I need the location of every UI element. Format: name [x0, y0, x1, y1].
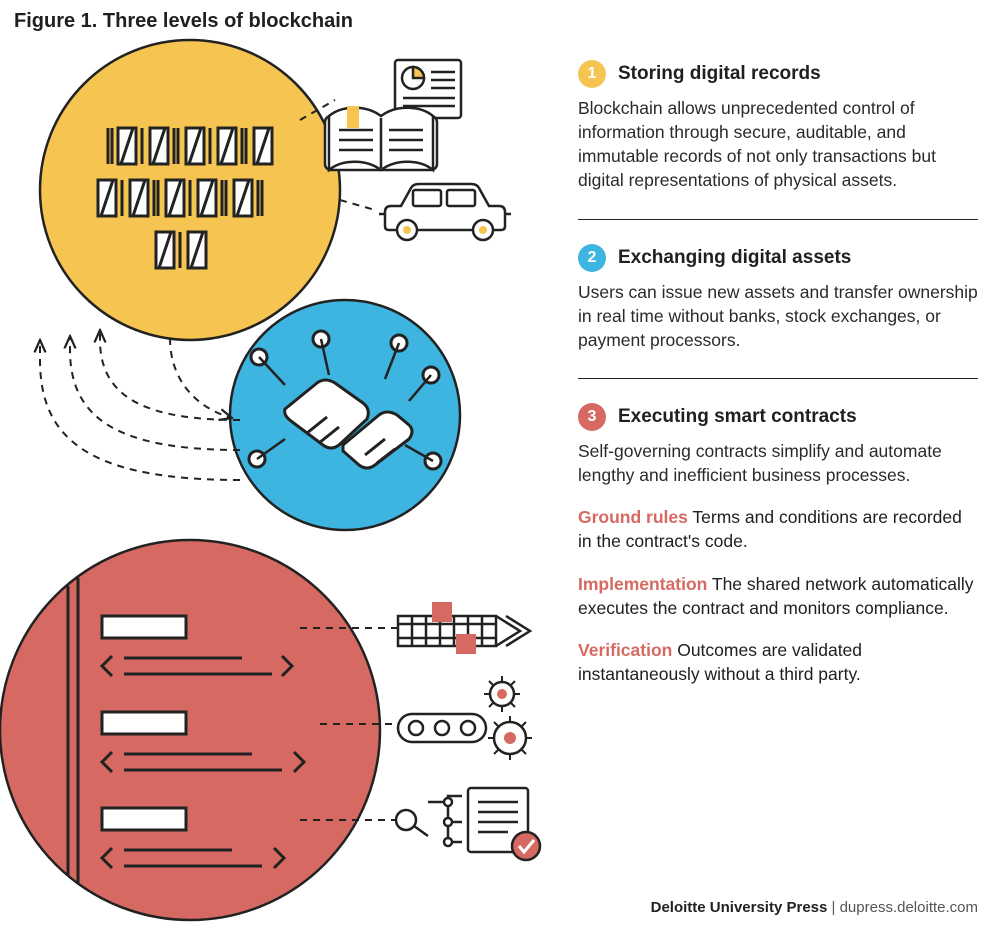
section-1: 1 Storing digital records Blockchain all…	[578, 60, 978, 193]
footer: Deloitte University Press | dupress.delo…	[651, 899, 978, 916]
section1-body: Blockchain allows unprecedented control …	[578, 96, 978, 193]
verify-icon	[396, 788, 540, 860]
sub-verification: Verification Outcomes are validated inst…	[578, 638, 978, 686]
section3-body: Self-governing contracts simplify and au…	[578, 439, 978, 487]
sub-ground-rules: Ground rules Terms and conditions are re…	[578, 505, 978, 553]
diagram-canvas	[0, 0, 560, 926]
section-2: 2 Exchanging digital assets Users can is…	[578, 244, 978, 352]
divider	[578, 378, 978, 379]
car-icon	[379, 184, 511, 240]
rules-icon	[398, 602, 530, 654]
level2-exchange	[230, 300, 460, 530]
divider	[578, 219, 978, 220]
section2-title: Exchanging digital assets	[618, 247, 851, 269]
section-3: 3 Executing smart contracts Self-governi…	[578, 403, 978, 686]
badge-1: 1	[578, 60, 606, 88]
sub-implementation: Implementation The shared network automa…	[578, 572, 978, 620]
section2-body: Users can issue new assets and transfer …	[578, 280, 978, 352]
process-icon	[398, 676, 532, 760]
badge-3: 3	[578, 403, 606, 431]
text-column: 1 Storing digital records Blockchain all…	[578, 60, 978, 712]
level3-contracts	[0, 540, 380, 920]
badge-2: 2	[578, 244, 606, 272]
book-icon	[325, 60, 461, 170]
level1-records	[40, 40, 340, 340]
section1-title: Storing digital records	[618, 63, 821, 85]
section3-title: Executing smart contracts	[618, 406, 857, 428]
